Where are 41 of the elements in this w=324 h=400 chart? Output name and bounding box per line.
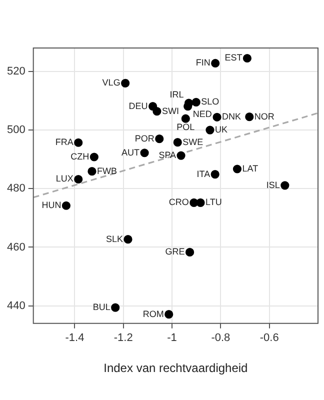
x-tick-label: -1 bbox=[167, 332, 177, 344]
data-label: FRA bbox=[55, 137, 74, 148]
data-label: SLO bbox=[201, 96, 220, 107]
data-label: DNK bbox=[222, 112, 242, 122]
data-label: LTU bbox=[205, 197, 222, 208]
data-label: GRE bbox=[165, 246, 185, 257]
data-label: NED bbox=[192, 108, 212, 119]
data-label: HUN bbox=[42, 200, 62, 210]
y-tick-label: 440 bbox=[6, 300, 26, 312]
data-label: SLK bbox=[106, 234, 123, 244]
data-label: LAT bbox=[242, 163, 259, 174]
data-label: ISL bbox=[266, 180, 280, 190]
x-tick-label: -0.8 bbox=[211, 332, 230, 344]
data-label: UK bbox=[214, 124, 228, 135]
data-label: ITA bbox=[196, 168, 210, 179]
y-tick-label: 520 bbox=[6, 65, 26, 78]
y-tick-label: 480 bbox=[6, 182, 26, 195]
data-label: POR bbox=[134, 133, 155, 144]
data-label: FWB bbox=[96, 166, 117, 176]
data-label: FIN bbox=[196, 58, 210, 68]
data-label: VLG bbox=[102, 78, 120, 88]
data-label: CZH bbox=[70, 151, 90, 162]
data-label: AUT bbox=[122, 147, 140, 158]
data-label: POL bbox=[176, 122, 195, 132]
data-label: SWI bbox=[162, 106, 179, 116]
x-tick-label: -0.6 bbox=[260, 332, 279, 344]
y-tick-label: 460 bbox=[6, 241, 26, 254]
data-label: DEU bbox=[128, 100, 148, 111]
x-tick-label: -1.2 bbox=[114, 332, 133, 344]
data-label: NOR bbox=[254, 111, 275, 122]
x-axis-title: Index van rechtvaardigheid bbox=[104, 361, 248, 376]
data-label: SPA bbox=[158, 150, 176, 160]
data-label: SWE bbox=[182, 136, 204, 147]
data-label: LUX bbox=[56, 174, 74, 184]
data-label: BUL bbox=[92, 302, 110, 312]
data-label: ROM bbox=[142, 308, 164, 319]
y-tick-label: 500 bbox=[6, 124, 26, 136]
data-label: CRO bbox=[168, 197, 189, 208]
data-label: IRL bbox=[170, 90, 184, 100]
x-tick-label: -1.4 bbox=[65, 332, 84, 344]
data-label: EST bbox=[224, 52, 243, 63]
